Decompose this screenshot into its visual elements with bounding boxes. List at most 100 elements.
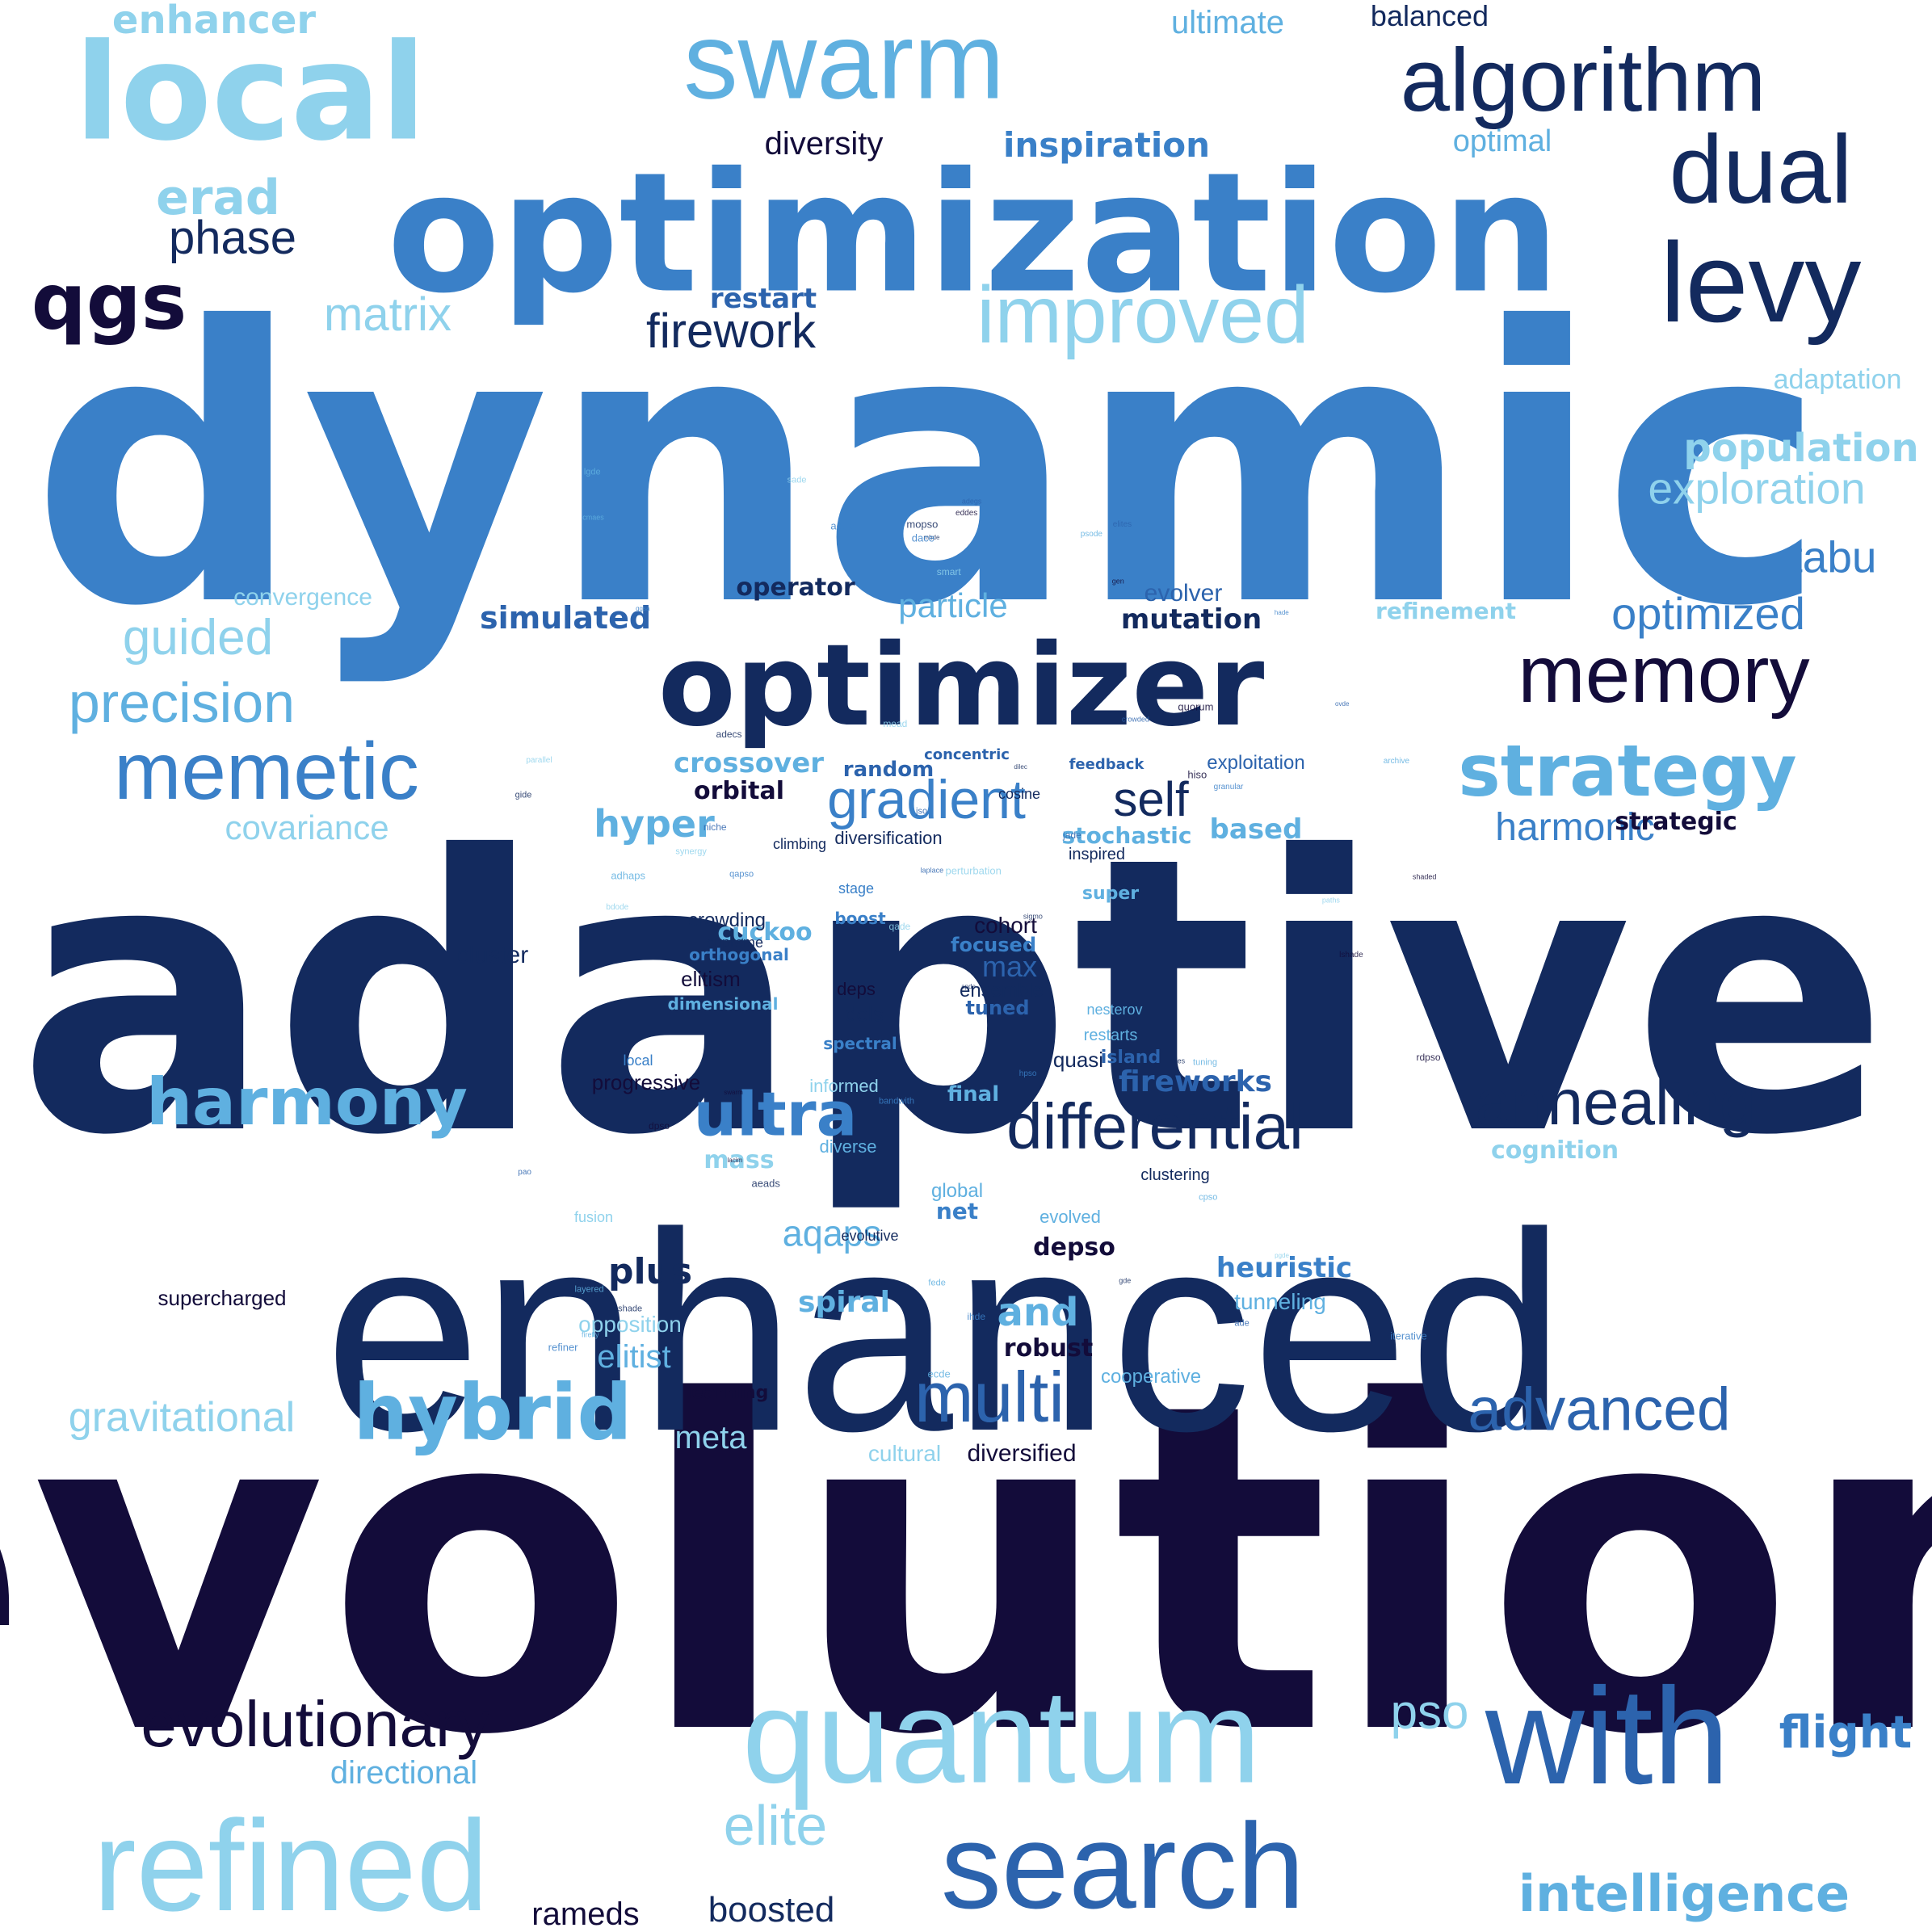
word-gravitational: gravitational <box>68 1394 296 1441</box>
word-diversified: diversified <box>967 1440 1077 1467</box>
word-self: self <box>1113 772 1189 826</box>
word-enhancer: enhancer <box>111 0 317 43</box>
filler-word: smart <box>936 565 961 578</box>
word-opposition: opposition <box>578 1312 682 1337</box>
word-tunneling: tunneling <box>1234 1289 1326 1314</box>
filler-word: rdpso <box>1416 1052 1441 1064</box>
word-optimized: optimized <box>1611 588 1805 639</box>
word-mutation: mutation <box>1120 603 1262 636</box>
word-ensemble: ensemble <box>959 980 1044 1002</box>
filler-word: synergy <box>675 846 707 857</box>
filler-word: iterative <box>1390 1329 1427 1342</box>
word-mass: mass <box>704 1146 775 1174</box>
word-global: global <box>930 1180 984 1202</box>
filler-word: ecde <box>927 1367 951 1380</box>
word-orbital: orbital <box>693 777 785 805</box>
word-diversification: diversification <box>834 828 943 848</box>
filler-word: sade <box>787 475 807 485</box>
word-particle: particle <box>898 586 1008 624</box>
word-nesterov: nesterov <box>1086 1002 1143 1018</box>
word-cuckoo: cuckoo <box>717 918 813 947</box>
word-levy: levy <box>1660 219 1862 346</box>
word-based: based <box>1209 813 1303 846</box>
filler-word: lshade <box>1339 951 1363 960</box>
word-max: max <box>981 950 1038 983</box>
word-local: local <box>623 1052 653 1069</box>
filler-word: lgde <box>583 467 601 477</box>
filler-word: lacim <box>727 1156 743 1164</box>
word-cohort: cohort <box>974 913 1037 938</box>
word-boosted: boosted <box>708 1890 835 1930</box>
filler-word: qgsa <box>636 605 650 613</box>
word-exploration: exploration <box>1648 463 1866 514</box>
word-pso: pso <box>1390 1685 1469 1739</box>
word-qgs: qgs <box>31 258 187 347</box>
word-convergence: convergence <box>233 584 372 611</box>
word-informed: informed <box>809 1076 879 1096</box>
filler-word: crowded <box>1121 715 1149 724</box>
word-strategic: strategic <box>1615 808 1737 836</box>
word-spiral: spiral <box>798 1286 890 1319</box>
filler-word: gen <box>1111 577 1124 586</box>
word-climbing: climbing <box>772 836 827 852</box>
word-multi: multi <box>914 1357 1065 1437</box>
filler-word: dpso <box>649 1120 670 1132</box>
filler-word: mhde <box>923 534 940 542</box>
filler-word: tuning <box>1193 1057 1218 1068</box>
filler-word: refiner <box>548 1341 578 1354</box>
word-phase: phase <box>168 212 297 264</box>
word-evolution: evolution <box>0 1308 1932 1834</box>
word-tabu: tabu <box>1790 531 1877 582</box>
word-matrix: matrix <box>324 288 452 341</box>
word-concentric: concentric <box>924 746 1010 763</box>
word-cognition: cognition <box>1490 1136 1619 1165</box>
word-simulated: simulated <box>479 600 652 636</box>
word-fusion: fusion <box>573 1209 614 1225</box>
filler-word: quorum <box>1178 700 1214 713</box>
word-annealing: annealing <box>1475 1066 1756 1138</box>
word-exploitation: exploitation <box>1207 752 1305 774</box>
word-evolver: evolver <box>1144 580 1223 607</box>
word-quantum: quantum <box>741 1661 1262 1811</box>
word-stochastic: stochastic <box>1061 822 1192 849</box>
word-adaptation: adaptation <box>1773 364 1902 395</box>
word-heuristic: heuristic <box>1216 1252 1353 1284</box>
word-harmonic: harmonic <box>1495 806 1655 849</box>
filler-word: mead <box>883 717 908 729</box>
word-elitism: elitism <box>681 967 741 991</box>
filler-word: gde <box>1119 1276 1132 1285</box>
filler-word: bdode <box>606 903 629 913</box>
word-refined: refined <box>93 1793 489 1932</box>
filler-word: archive <box>1383 757 1410 766</box>
filler-word: cpso <box>1199 1192 1218 1203</box>
word-boost: boost <box>834 909 886 928</box>
filler-word: ihde <box>967 1310 986 1322</box>
filler-word: adepso <box>830 519 866 532</box>
word-supercharged: supercharged <box>158 1286 287 1310</box>
filler-word: eddes <box>956 508 978 518</box>
filler-word: hade <box>1274 609 1289 617</box>
filler-word: fede <box>928 1278 946 1288</box>
filler-word: eshade <box>613 1304 643 1314</box>
word-supreme: supreme <box>706 934 764 951</box>
word-progressive: progressive <box>591 1070 701 1094</box>
word-flight: flight <box>1779 1706 1913 1758</box>
word-restarts: restarts <box>1083 1027 1138 1044</box>
filler-word: qapso <box>729 869 754 880</box>
word-restart: restart <box>709 283 817 315</box>
filler-word: gide <box>514 790 532 800</box>
filler-word: adegs <box>961 497 982 506</box>
word-crowding: crowding <box>687 909 766 931</box>
word-and: and <box>997 1290 1079 1335</box>
word-cosine: cosine <box>998 786 1041 802</box>
word-precision: precision <box>68 671 296 734</box>
filler-word: sigmo <box>1023 912 1043 921</box>
word-inspired: inspired <box>1068 846 1126 863</box>
filler-word: cmaes <box>582 513 604 522</box>
filler-word: dace <box>911 531 934 544</box>
word-differential: differential <box>1006 1090 1304 1162</box>
filler-word: perturbation <box>945 864 1002 877</box>
filler-word: pgde <box>1275 1252 1289 1260</box>
filler-word: swarm <box>724 1088 743 1096</box>
word-search: search <box>940 1798 1305 1932</box>
